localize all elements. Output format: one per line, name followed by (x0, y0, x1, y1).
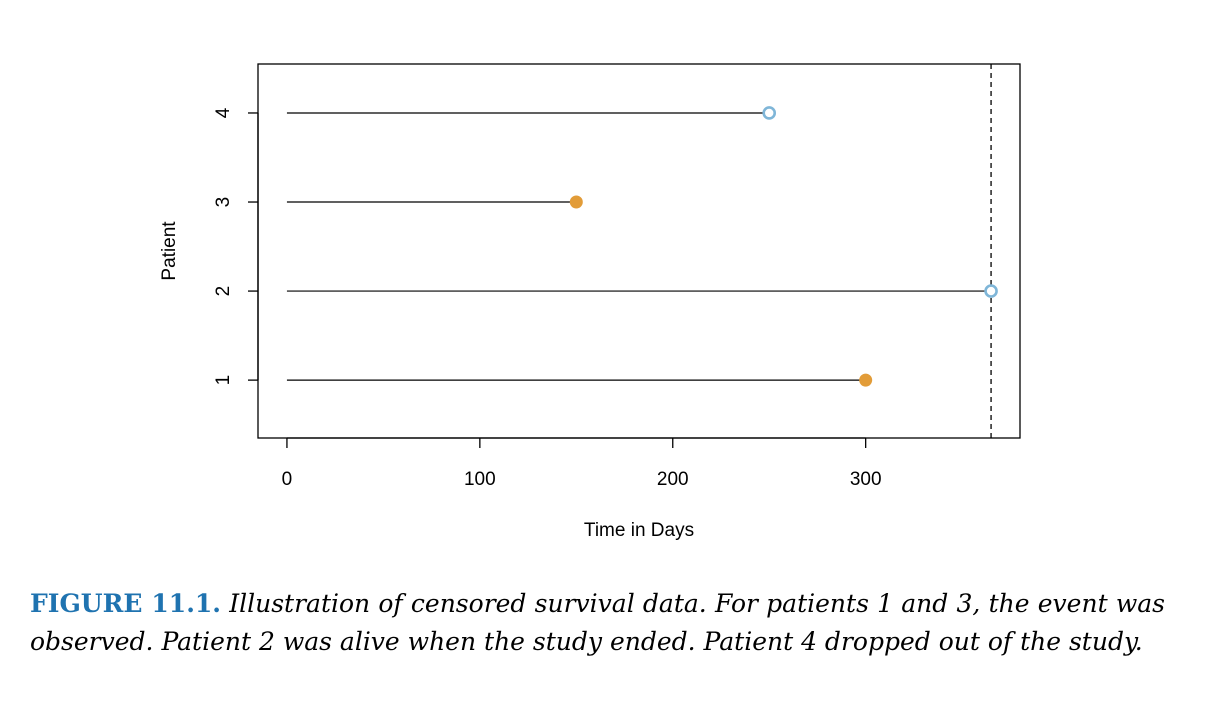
patient-2-censored-marker (984, 284, 998, 298)
chart-marks (286, 64, 998, 438)
x-axis: 0 100 200 300 (282, 437, 882, 490)
y-axis-title: Patient (159, 221, 180, 281)
patient-1-event-marker (859, 373, 873, 387)
x-axis-title: Time in Days (584, 520, 694, 541)
y-tick-label: 1 (213, 375, 234, 386)
figure-label: FIGURE 11.1. (30, 589, 222, 618)
survival-chart: 0 100 200 300 1 2 3 4 Time in Days Patient (159, 63, 1021, 541)
plot-frame (257, 63, 1021, 439)
patient-3-event-marker (569, 195, 583, 209)
x-tick-label: 300 (850, 469, 882, 490)
y-tick-label: 2 (213, 286, 234, 297)
figure-caption: FIGURE 11.1. Illustration of censored su… (30, 585, 1165, 661)
x-tick-label: 100 (464, 469, 496, 490)
patient-4-censored-marker (762, 106, 777, 120)
y-axis: 1 2 3 4 (213, 107, 259, 386)
figure-caption-text: Illustration of censored survival data. … (30, 589, 1165, 656)
x-tick-label: 0 (282, 469, 293, 490)
y-tick-label: 3 (213, 197, 234, 208)
x-tick-label: 200 (657, 469, 689, 490)
y-tick-label: 4 (213, 107, 234, 118)
